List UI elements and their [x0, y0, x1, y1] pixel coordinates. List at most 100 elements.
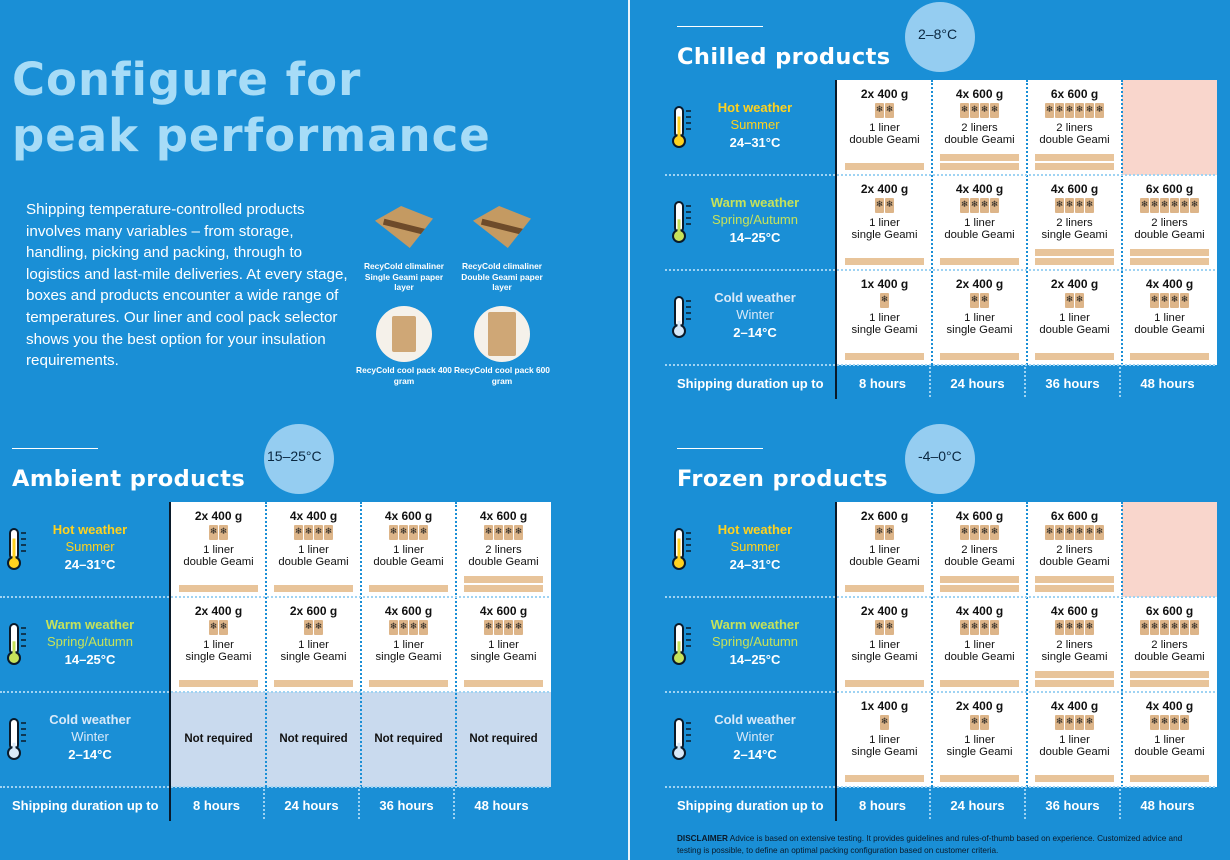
snowflake-pack-icon: ❄ [980, 103, 989, 118]
season-name: Spring/Autumn [47, 634, 133, 649]
cool-pack-amount: 4x 400 g [1145, 277, 1194, 291]
weather-row-label: Warm weather Spring/Autumn 14–25°C [680, 617, 830, 668]
product-caption: RecyCold climaliner Double Geami paper l… [461, 261, 543, 292]
thermometer-icon [672, 528, 691, 570]
liner-layers [179, 678, 258, 687]
cool-pack-row: ❄ ❄ ❄ ❄ [266, 525, 361, 542]
liner-layers [845, 256, 924, 265]
geami-type: double Geami [373, 556, 444, 568]
snowflake-pack-icon: ❄ [209, 525, 218, 540]
cool-pack-row: ❄ [837, 715, 932, 732]
snowflake-pack-icon: ❄ [1065, 525, 1074, 540]
grid-axis-line [835, 365, 837, 399]
column-divider [931, 502, 933, 787]
config-cell: 4x 400 g ❄ ❄ ❄ ❄ 1 liner double Geami [1122, 692, 1217, 787]
temperature-range: -4–0°C [918, 448, 962, 464]
geami-type: double Geami [849, 556, 920, 568]
snowflake-pack-icon: ❄ [504, 525, 513, 540]
thermometer-icon [672, 201, 691, 243]
cool-pack-amount: 6x 600 g [1145, 604, 1194, 618]
weather-name: Cold weather [714, 290, 796, 305]
snowflake-pack-icon: ❄ [1170, 293, 1179, 308]
weather-row-label: Hot weather Summer 24–31°C [15, 522, 165, 573]
liner-count: 2 liners [1151, 639, 1188, 651]
duration-3: 36 hours [379, 798, 434, 813]
season-name: Winter [71, 729, 109, 744]
liner-bar [1130, 671, 1209, 678]
cool-pack-amount: 2x 600 g [860, 509, 909, 523]
not-required-label: Not required [279, 733, 348, 745]
cool-pack-amount: 2x 400 g [1050, 277, 1099, 291]
config-cell: 6x 600 g ❄ ❄ ❄ ❄ ❄ ❄ 2 liners double Geami [1122, 175, 1217, 270]
duration-divider [1024, 789, 1026, 819]
config-cell: 2x 400 g ❄ ❄ 1 liner single Geami [837, 597, 932, 692]
liner-bar [1130, 680, 1209, 687]
geami-type: single Geami [375, 651, 442, 663]
column-divider [1026, 80, 1028, 365]
cool-pack-amount: 2x 400 g [194, 604, 243, 618]
snowflake-pack-icon: ❄ [960, 103, 969, 118]
product-caption: RecyCold cool pack 400 gram [356, 365, 452, 386]
geami-type: single Geami [280, 651, 347, 663]
liner-bar [1035, 671, 1114, 678]
snowflake-pack-icon: ❄ [1055, 103, 1064, 118]
snowflake-pack-icon: ❄ [399, 525, 408, 540]
liner-layers [940, 256, 1019, 265]
config-cell: 4x 600 g ❄ ❄ ❄ ❄ 1 liner single Geami [456, 597, 551, 692]
snowflake-pack-icon: ❄ [1065, 198, 1074, 213]
cool-pack-row: ❄ ❄ ❄ ❄ ❄ ❄ [1122, 620, 1217, 637]
liner-bar [940, 775, 1019, 782]
geami-type: double Geami [1039, 134, 1110, 146]
snowflake-pack-icon: ❄ [1065, 715, 1074, 730]
weather-name: Warm weather [45, 617, 135, 632]
temperature-bubble [905, 424, 975, 494]
liner-count: 1 liner [1059, 312, 1090, 324]
snowflake-pack-icon: ❄ [1170, 198, 1179, 213]
snowflake-pack-icon: ❄ [419, 525, 428, 540]
row-divider [665, 596, 1215, 598]
temperature-range: 2–14°C [733, 747, 777, 762]
temperature-range: 15–25°C [267, 448, 322, 464]
weather-name: Hot weather [717, 100, 793, 115]
thermometer-icon [672, 623, 691, 665]
liner-count: 1 liner [1154, 734, 1185, 746]
not-required-label: Not required [184, 733, 253, 745]
cool-pack-amount: 4x 400 g [1050, 699, 1099, 713]
liner-count: 1 liner [869, 122, 900, 134]
geami-type: double Geami [1039, 746, 1110, 758]
section-divider-line [677, 448, 763, 449]
temperature-bubble [905, 2, 975, 72]
snowflake-pack-icon: ❄ [970, 103, 979, 118]
liner-count: 2 liners [1151, 217, 1188, 229]
liner-count: 1 liner [869, 312, 900, 324]
duration-divider [929, 367, 931, 397]
geami-type: single Geami [851, 324, 918, 336]
thermometer-icon [7, 718, 26, 760]
snowflake-pack-icon: ❄ [875, 525, 884, 540]
snowflake-pack-icon: ❄ [1160, 293, 1169, 308]
snowflake-pack-icon: ❄ [1170, 715, 1179, 730]
snowflake-pack-icon: ❄ [1085, 103, 1094, 118]
season-name: Winter [736, 307, 774, 322]
config-cell: 4x 600 g ❄ ❄ ❄ ❄ 1 liner single Geami [361, 597, 456, 692]
section-title: Frozen products [677, 466, 888, 492]
row-divider [0, 691, 549, 693]
liner-count: 1 liner [964, 217, 995, 229]
snowflake-pack-icon: ❄ [294, 525, 303, 540]
liner-layers [1130, 669, 1209, 687]
cool-pack-row: ❄ ❄ ❄ ❄ [361, 620, 456, 637]
snowflake-pack-icon: ❄ [324, 525, 333, 540]
snowflake-pack-icon: ❄ [1180, 715, 1189, 730]
liner-bar [464, 576, 543, 583]
liner-bar [940, 680, 1019, 687]
disclaimer: DISCLAIMER Advice is based on extensive … [677, 833, 1197, 856]
snowflake-pack-icon: ❄ [494, 525, 503, 540]
cool-pack-amount: 4x 600 g [479, 509, 528, 523]
row-divider [0, 596, 549, 598]
liner-count: 1 liner [393, 639, 424, 651]
liner-bar [179, 585, 258, 592]
config-cell: 2x 600 g ❄ ❄ 1 liner single Geami [266, 597, 361, 692]
weather-row-label: Cold weather Winter 2–14°C [680, 712, 830, 763]
snowflake-pack-icon: ❄ [970, 525, 979, 540]
cool-pack-row: ❄ ❄ ❄ ❄ [932, 103, 1027, 120]
